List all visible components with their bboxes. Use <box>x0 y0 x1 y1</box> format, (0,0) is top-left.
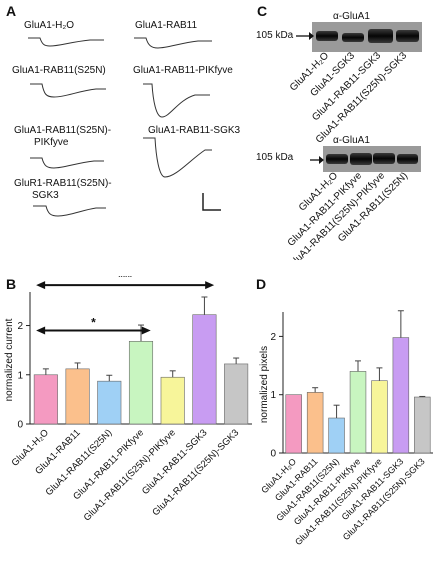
bar <box>414 396 431 454</box>
y-tick-label: 2 <box>17 321 23 332</box>
trace-label: GluA1-H₂O <box>24 20 75 31</box>
y-tick-label: 1 <box>270 390 276 401</box>
bar <box>192 314 217 425</box>
mw-marker: 105 kDa <box>256 152 294 163</box>
bar <box>392 337 410 454</box>
y-axis-label: normalized pixels <box>259 346 270 423</box>
trace-label: GluA1-RAB11(S25N) <box>12 65 106 76</box>
trace-label-line2: SGK3 <box>32 190 59 201</box>
y-axis-label: normalized current <box>4 318 15 401</box>
blot-title: α-GluA1 <box>333 135 370 146</box>
panel-letter-c: C <box>257 3 268 19</box>
blot-1 <box>312 22 422 52</box>
y-tick-label: 1 <box>17 370 23 381</box>
significance-arrow-right <box>141 326 151 335</box>
bar <box>33 374 58 425</box>
trace-gluA1-rab11-pikfyve <box>143 83 210 118</box>
bar <box>128 340 154 425</box>
trace-gluA1-rab11-sgk3 <box>143 137 212 178</box>
panel-letter-b: B <box>6 276 17 292</box>
significance-label: *** <box>118 276 132 284</box>
y-tick-label: 2 <box>270 332 276 343</box>
y-tick-label: 0 <box>270 449 276 460</box>
y-tick-label: 0 <box>17 420 23 431</box>
significance-arrow-right <box>205 281 215 290</box>
trace-label: GluA1-RAB11-SGK3 <box>148 125 241 136</box>
trace-gluA1-rab11-s25n-pikfyve <box>30 157 104 169</box>
blot-images: GluA1-H₂O GluA1-SGK3 GluA1-RAB11-SGK3 Gl… <box>286 22 422 260</box>
trace-gluA1-rab11-s25n <box>30 83 106 98</box>
panel-letter-d: D <box>256 276 267 292</box>
bar <box>306 392 324 454</box>
bar <box>97 380 122 425</box>
trace-label: GluR1-RAB11(S25N)- <box>14 178 112 189</box>
trace-gluA1-rab11 <box>134 37 212 49</box>
trace-label-line2: PIKfyve <box>34 137 69 148</box>
trace-label: GluA1-RAB11(S25N)- <box>14 125 112 136</box>
current-traces <box>28 37 221 217</box>
trace-gluR1-rab11-s25n-sgk3 <box>33 205 106 217</box>
bar <box>349 371 367 454</box>
bar <box>65 368 90 425</box>
bar <box>160 376 185 425</box>
bar <box>224 363 249 425</box>
mw-marker: 105 kDa <box>256 30 294 41</box>
bar <box>328 417 345 454</box>
significance-label: * <box>91 315 96 329</box>
significance-arrow-left <box>36 326 46 335</box>
trace-gluA1-h2o <box>28 37 104 47</box>
trace-label: GluA1-RAB11 <box>135 20 198 31</box>
significance-arrow-left <box>36 281 46 290</box>
bar <box>285 394 302 454</box>
trace-label: GluA1-RAB11-PIKfyve <box>133 65 233 76</box>
blot-2 <box>323 146 421 172</box>
blot-title: α-GluA1 <box>333 11 370 22</box>
scale-bar <box>202 193 221 211</box>
panel-letter-a: A <box>6 3 17 19</box>
bar <box>371 380 388 454</box>
